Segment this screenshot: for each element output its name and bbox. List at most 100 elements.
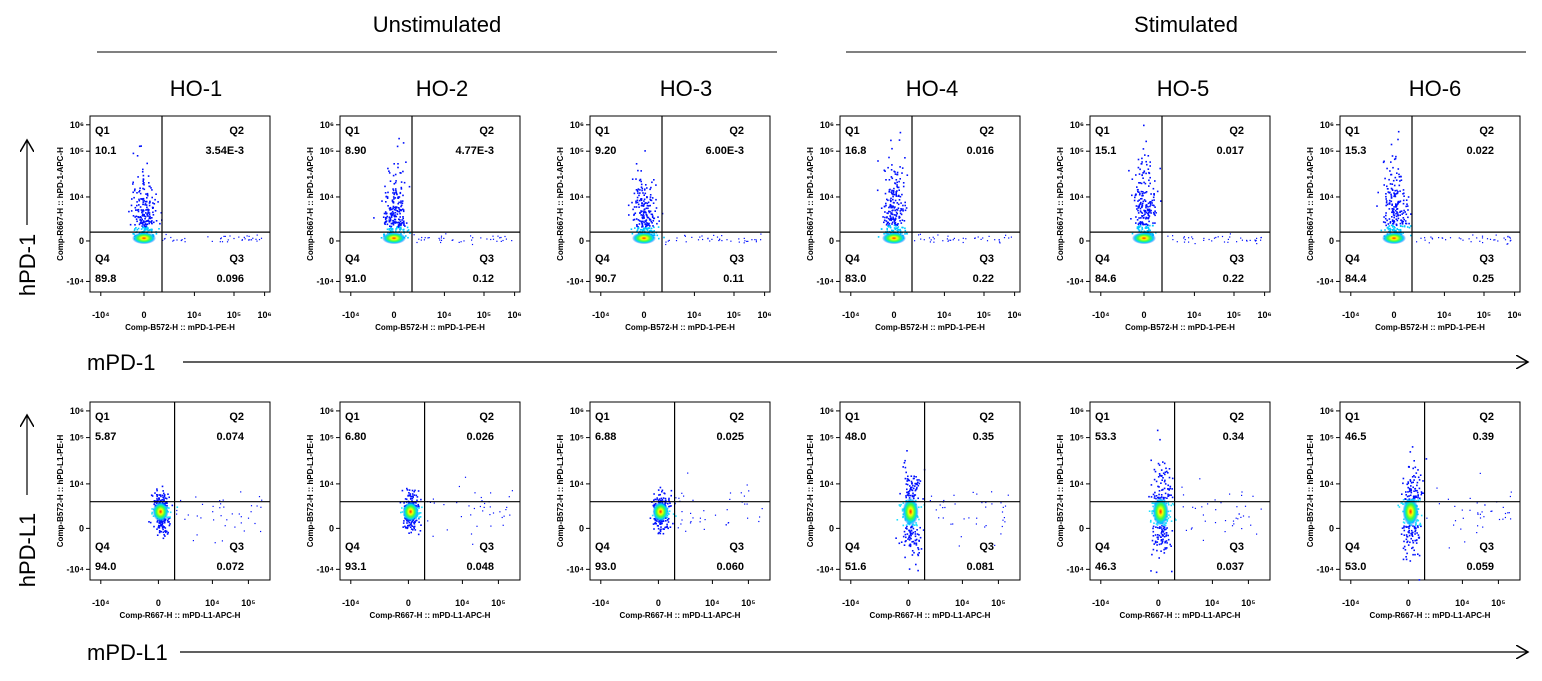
- event-dot: [1160, 532, 1163, 534]
- event-dot: [944, 506, 946, 509]
- q3-label: Q3: [1479, 253, 1494, 265]
- event-dot: [883, 219, 886, 222]
- event-dot: [138, 198, 140, 201]
- event-dot: [382, 216, 385, 218]
- x-tick-label: -10⁴: [1342, 310, 1359, 320]
- event-dot: [1156, 541, 1159, 543]
- x-tick-label: 0: [891, 310, 896, 320]
- event-dot: [148, 220, 150, 223]
- event-dot: [427, 237, 429, 239]
- event-dot: [499, 511, 501, 513]
- event-dot: [1391, 188, 1394, 191]
- q1-value: 16.8: [845, 145, 866, 157]
- event-dot: [649, 219, 652, 221]
- event-dot: [404, 225, 406, 227]
- event-dot: [1416, 532, 1418, 534]
- event-dot: [400, 188, 403, 190]
- event-dot: [391, 230, 394, 232]
- event-dot: [168, 524, 171, 527]
- event-dot: [1402, 232, 1404, 234]
- event-dot: [641, 222, 643, 225]
- event-dot: [643, 230, 646, 232]
- event-dot: [1188, 241, 1190, 243]
- event-dot: [1406, 541, 1408, 544]
- event-dot: [1407, 482, 1410, 485]
- event-dot: [1395, 212, 1397, 215]
- event-dot: [1396, 212, 1399, 214]
- event-dot: [898, 542, 901, 545]
- event-dot: [1142, 222, 1144, 224]
- q2-label: Q2: [729, 411, 744, 423]
- y-axis-title: Comp-R667-H :: hPD-1-APC-H: [556, 147, 565, 261]
- event-dot: [1409, 480, 1412, 482]
- event-dot: [633, 214, 635, 216]
- q4-value: 93.1: [345, 561, 366, 573]
- event-dot: [142, 203, 144, 206]
- event-dot: [923, 239, 925, 241]
- event-dot: [1388, 218, 1391, 220]
- event-dot: [913, 475, 915, 478]
- event-dot: [1165, 548, 1167, 550]
- x-tick-label: -10⁴: [92, 598, 109, 608]
- event-dot: [917, 569, 919, 572]
- event-dot: [901, 193, 903, 196]
- event-dot: [1414, 487, 1417, 490]
- y-tick-label: 10⁶: [1070, 406, 1084, 416]
- event-dot: [207, 236, 209, 238]
- event-dot: [1416, 484, 1418, 487]
- q2-value: 0.074: [216, 431, 244, 443]
- event-dot: [133, 233, 135, 235]
- event-dot: [892, 195, 894, 198]
- event-dot: [143, 182, 145, 184]
- event-dot: [1252, 495, 1254, 497]
- event-dot: [1229, 493, 1231, 495]
- y-tick-label: -10⁴: [317, 564, 334, 574]
- x-axis-title: Comp-R667-H :: mPD-L1-APC-H: [1370, 611, 1491, 620]
- event-dot: [1144, 209, 1146, 212]
- event-dot: [506, 506, 508, 508]
- event-dot: [904, 227, 906, 230]
- density-hotspot: [402, 501, 419, 522]
- event-dot: [164, 527, 167, 529]
- event-dot: [998, 239, 1000, 241]
- event-dot: [1405, 534, 1408, 536]
- event-dot: [1408, 531, 1410, 534]
- event-dot: [636, 201, 639, 204]
- event-dot: [885, 224, 888, 226]
- event-dot: [1417, 496, 1419, 499]
- event-dot: [950, 239, 952, 241]
- event-dot: [1400, 533, 1403, 535]
- event-dot: [1241, 528, 1243, 530]
- event-dot: [1403, 192, 1405, 195]
- event-dot: [894, 217, 897, 220]
- event-dot: [1148, 211, 1150, 214]
- event-dot: [163, 520, 166, 522]
- event-dot: [1131, 232, 1134, 235]
- event-dot: [994, 544, 996, 546]
- x-tick-label: 0: [1156, 598, 1161, 608]
- event-dot: [152, 202, 154, 204]
- q3-value: 0.22: [973, 273, 994, 285]
- event-dot: [1237, 518, 1239, 520]
- event-dot: [883, 205, 886, 208]
- event-dot: [224, 525, 226, 527]
- event-dot: [403, 520, 405, 522]
- event-dot: [651, 222, 653, 224]
- event-dot: [1462, 239, 1464, 241]
- y-tick-label: 10⁵: [1070, 146, 1084, 156]
- event-dot: [901, 172, 903, 174]
- event-dot: [691, 236, 693, 238]
- event-dot: [1154, 541, 1157, 544]
- event-dot: [166, 530, 168, 533]
- event-dot: [641, 214, 644, 217]
- event-dot: [1137, 223, 1140, 226]
- event-dot: [886, 228, 888, 231]
- event-dot: [400, 186, 403, 189]
- event-dot: [162, 239, 164, 241]
- event-dot: [632, 208, 634, 211]
- event-dot: [877, 160, 879, 162]
- q4-value: 51.6: [845, 561, 866, 573]
- event-dot: [1162, 461, 1164, 463]
- event-dot: [1393, 216, 1395, 219]
- event-dot: [634, 227, 636, 229]
